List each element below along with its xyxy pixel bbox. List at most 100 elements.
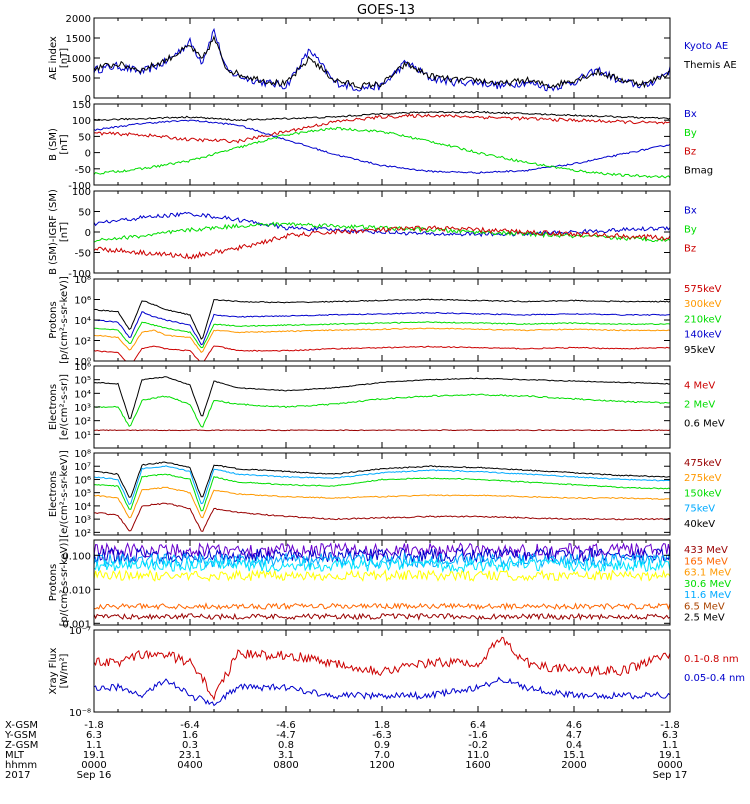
series-475kev	[94, 502, 670, 532]
plot-title: GOES-13	[357, 3, 415, 18]
legend-entry: 40keV	[684, 519, 715, 530]
footer-cell: 1.8	[374, 720, 390, 731]
footer-cell: 15.1	[563, 750, 585, 761]
footer-cell: -0.2	[468, 740, 488, 751]
series-275kev	[94, 486, 670, 519]
footer-row-label: hhmm	[5, 760, 37, 771]
legend-entry: 0.1-0.8 nm	[684, 654, 739, 665]
y-axis-label: Protons	[48, 564, 59, 601]
y-tick-label: 0.001	[62, 619, 91, 630]
footer-cell: -1.8	[84, 720, 104, 731]
legend-entry: Bx	[684, 206, 697, 217]
series-140kev	[94, 311, 670, 346]
panel-1: 0 500 1000 1500 2000 AE index [nT] Kyoto AE Them…	[48, 14, 737, 105]
legend-entry: 6.5 MeV	[684, 601, 725, 612]
panel-6: 10² 10³ 10⁴ 10⁵ 10⁶ 10⁷ 10⁸ Electrons [e/(cm²-s-…	[48, 449, 722, 539]
legend-entry: 475keV	[684, 458, 722, 469]
legend-entry: 300keV	[684, 299, 722, 310]
y-tick-label: 10²	[74, 528, 91, 539]
panel-frame	[93, 365, 671, 449]
series-2-5-mev	[94, 612, 670, 621]
series-0-1-0-8-nm	[94, 636, 670, 701]
panel-3: -100 -50 0 50 100 B (SM)-IGRF (SM) [nT] Bx By Bz	[48, 187, 697, 280]
footer-cell: 1200	[369, 760, 394, 771]
y-tick-label: 10²	[74, 417, 91, 428]
legend-entry: 150keV	[684, 488, 722, 499]
legend-entry: 210keV	[684, 314, 722, 325]
panel-4: 10⁰ 10² 10⁴ 10⁶ 10⁸ Protons [p/(cm²-s-sr-keV)]…	[48, 275, 722, 368]
y-axis-label: Xray Flux	[48, 647, 59, 694]
legend-entry: Bx	[684, 109, 697, 120]
orbit-footer: X-GSMY-GSMZ-GSMMLThhmm2017-1.86.31.119.1…	[4, 720, 687, 781]
footer-cell: -4.6	[276, 720, 296, 731]
footer-cell: 1600	[465, 760, 490, 771]
panel-2: -100 -50 0 50 100 150 B (SM) [nT] Bx By Bz Bmag	[48, 100, 713, 192]
series-group	[94, 298, 670, 361]
y-tick-label: -50	[75, 249, 91, 260]
y-tick-label: 10⁵	[74, 489, 91, 500]
y-tick-label: 10⁷	[74, 462, 91, 473]
y-tick-label: 10⁴	[74, 389, 91, 400]
footer-cell: Sep 17	[653, 770, 688, 781]
series-4-mev	[94, 429, 670, 432]
footer-cell: 0.8	[278, 740, 294, 751]
legend-entry: Kyoto AE	[684, 41, 728, 52]
y-axis-label: Protons	[48, 301, 59, 338]
y-axis-label: [W/m²]	[59, 653, 70, 688]
y-tick-label: 0.100	[62, 551, 91, 562]
y-tick-label: 150	[72, 100, 91, 111]
footer-cell: 4.6	[566, 720, 582, 731]
footer-cell: 0.3	[182, 740, 198, 751]
y-tick-label: 10¹	[74, 430, 91, 441]
footer-cell: 0000	[657, 760, 682, 771]
y-tick-label: 1000	[66, 54, 91, 65]
y-tick-label: -50	[75, 165, 91, 176]
footer-row-label: Y-GSM	[4, 730, 37, 741]
series-group	[94, 541, 670, 621]
y-axis-label: [e/(cm²-s-sr)]	[59, 374, 70, 440]
y-tick-label: 0	[85, 149, 91, 160]
panel-frame	[93, 278, 671, 362]
series-kyoto-ae	[94, 27, 670, 92]
y-axis-label: [p/(cm²-s-sr-keV)]	[59, 276, 70, 364]
y-tick-label: 500	[72, 74, 91, 85]
series-bx	[94, 211, 670, 238]
footer-cell: 23.1	[179, 750, 201, 761]
footer-cell: -1.8	[660, 720, 680, 731]
series-group	[94, 27, 670, 92]
footer-cell: 19.1	[659, 750, 681, 761]
y-tick-label: 1500	[66, 34, 91, 45]
y-tick-label: 10⁶	[74, 296, 91, 307]
footer-cell: 0400	[177, 760, 202, 771]
series-group	[94, 110, 670, 179]
footer-cell: 0800	[273, 760, 298, 771]
series-30-6-mev	[94, 557, 670, 574]
legend-entry: 0.05-0.4 nm	[684, 673, 745, 684]
footer-cell: 19.1	[83, 750, 105, 761]
y-tick-label: 50	[78, 208, 91, 219]
legend-entry: By	[684, 128, 697, 139]
series-themis-ae	[94, 35, 670, 90]
footer-cell: 0.9	[374, 740, 390, 751]
footer-cell: -6.4	[180, 720, 200, 731]
series-63-1-mev	[94, 551, 670, 569]
panel-frame	[93, 17, 671, 99]
y-axis-label: B (SM)	[48, 128, 59, 161]
y-tick-label: 50	[78, 132, 91, 143]
series-group	[94, 636, 670, 707]
series-300kev	[94, 327, 670, 353]
y-axis-label: Electrons	[48, 471, 59, 517]
legend-entry: 433 MeV	[684, 545, 728, 556]
legend-entry: 2 MeV	[684, 400, 715, 411]
legend-entry: 63.1 MeV	[684, 568, 731, 579]
series-95kev	[94, 298, 670, 340]
legend-entry: Bmag	[684, 165, 713, 176]
panel-5: 10¹ 10² 10³ 10⁴ 10⁵ 10⁶ Electrons [e/(cm²-s-sr)…	[48, 362, 725, 449]
y-tick-label: -100	[68, 181, 91, 192]
y-tick-label: 10⁻⁸	[69, 708, 91, 719]
y-tick-label: 10³	[74, 515, 91, 526]
footer-cell: 7.0	[374, 750, 390, 761]
legend-entry: 4 MeV	[684, 381, 715, 392]
